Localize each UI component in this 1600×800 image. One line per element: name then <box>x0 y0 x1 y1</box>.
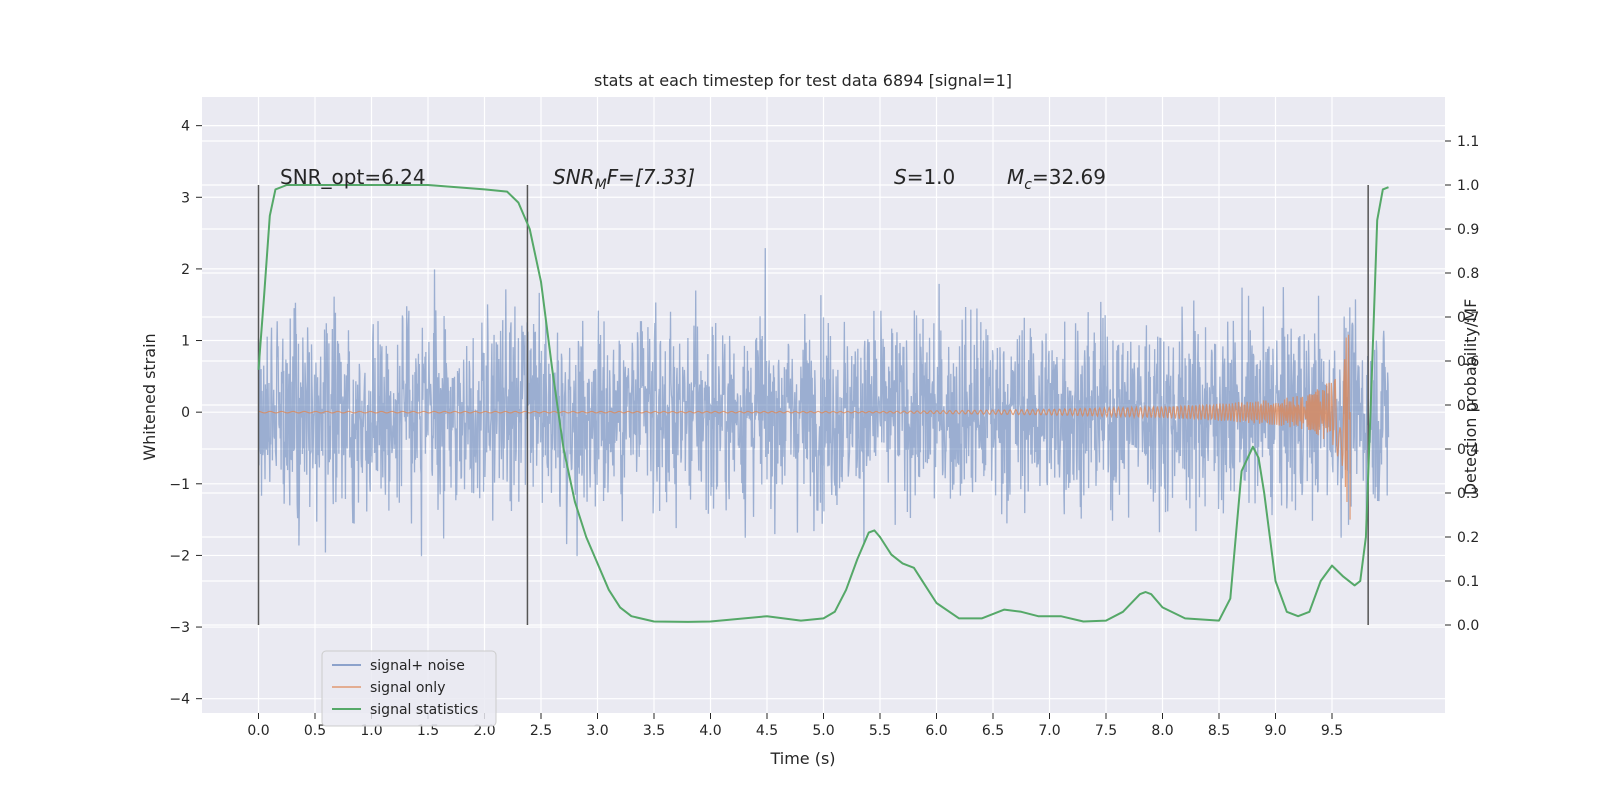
y-right-tick-label: 1.1 <box>1457 134 1479 150</box>
legend-box <box>321 650 497 727</box>
chart-title: stats at each timestep for test data 689… <box>594 71 1012 90</box>
y-axis-label: Whitened strain <box>140 333 159 460</box>
x-tick-label: 0.5 <box>304 723 326 739</box>
s-value: =1.0 <box>907 165 956 189</box>
y-right-tick-label: 0.6 <box>1457 354 1479 370</box>
legend: signal+ noise signal only signal statist… <box>321 650 497 727</box>
x-tick-label: 8.5 <box>1208 723 1230 739</box>
x-tick-label: 1.0 <box>360 723 382 739</box>
legend-label-signal-only: signal only <box>370 680 445 696</box>
x-tick-label: 3.5 <box>643 723 665 739</box>
mc-symbol: M <box>1007 165 1024 189</box>
y-right-tick-label: 0.3 <box>1457 486 1479 502</box>
x-tick-label: 2.5 <box>530 723 552 739</box>
x-tick-label: 6.0 <box>925 723 947 739</box>
y-right-tick-label: 0.5 <box>1457 398 1479 414</box>
snr-mf-subscript: M <box>595 177 607 193</box>
y-tick-label: −3 <box>169 620 190 636</box>
x-tick-label: 7.0 <box>1038 723 1060 739</box>
x-tick-label: 5.0 <box>812 723 834 739</box>
s-annotation: S=1.0 <box>894 165 955 189</box>
signal-only-line <box>258 334 1351 520</box>
y-right-tick-label: 0.8 <box>1457 266 1479 282</box>
x-tick-label: 6.5 <box>982 723 1004 739</box>
x-tick-label: 1.5 <box>417 723 439 739</box>
mc-value: =32.69 <box>1032 165 1106 189</box>
x-axis-label: Time (s) <box>769 749 835 768</box>
y-right-tick-label: 0.4 <box>1457 442 1479 458</box>
mc-subscript: c <box>1024 177 1032 193</box>
y-tick-label: 0 <box>181 405 190 421</box>
x-axis: 0.0 0.5 1.0 1.5 2.0 2.5 3.0 3.5 4.0 4.5 5.0 5.5 6.0 6… <box>247 713 1343 739</box>
x-tick-label: 2.0 <box>473 723 495 739</box>
legend-label-signal-noise: signal+ noise <box>370 658 465 674</box>
y-right-tick-label: 0.1 <box>1457 574 1479 590</box>
y-right-tick-label: 1.0 <box>1457 178 1479 194</box>
snr-opt-annotation: SNR_opt=6.24 <box>280 165 426 189</box>
legend-label-signal-statistics: signal statistics <box>370 702 478 718</box>
signal-statistics-line <box>257 184 1389 623</box>
x-tick-label: 8.0 <box>1151 723 1173 739</box>
y-axis-right: 1.1 1.0 0.9 0.8 0.7 0.6 0.5 0.4 0.3 0.2 0.1 0.0 <box>1445 134 1479 634</box>
y-tick-label: 2 <box>181 262 190 278</box>
snr-mf-value: F=[7.33] <box>607 165 695 189</box>
snr-mf-annotation: SNRMF=[7.33] <box>553 165 695 193</box>
x-tick-label: 0.0 <box>247 723 269 739</box>
y-tick-label: 4 <box>181 119 190 135</box>
x-tick-label: 3.0 <box>586 723 608 739</box>
x-tick-label: 5.5 <box>869 723 891 739</box>
y-tick-label: −1 <box>169 477 190 493</box>
y-axis-left: 4 3 2 1 0 −1 −2 −3 −4 <box>169 119 202 708</box>
y-right-tick-label: 0.7 <box>1457 310 1479 326</box>
x-tick-label: 4.5 <box>756 723 778 739</box>
x-tick-label: 9.0 <box>1264 723 1286 739</box>
x-tick-label: 9.5 <box>1321 723 1343 739</box>
snr-mf-symbol: SNR <box>553 165 595 189</box>
y-right-tick-label: 0.0 <box>1457 618 1479 634</box>
y-tick-label: 3 <box>181 190 190 206</box>
signal-only-series <box>258 334 1351 520</box>
y-right-tick-label: 0.2 <box>1457 530 1479 546</box>
x-tick-label: 7.5 <box>1095 723 1117 739</box>
vertical-markers <box>257 185 1369 625</box>
y-tick-label: −2 <box>169 548 190 564</box>
noise-line <box>257 248 1390 557</box>
x-tick-label: 4.0 <box>699 723 721 739</box>
mc-annotation: Mc=32.69 <box>1007 165 1106 193</box>
signal-statistics-series <box>257 184 1389 623</box>
noise-series <box>257 248 1390 557</box>
y-right-tick-label: 0.9 <box>1457 222 1479 238</box>
s-symbol: S <box>894 165 907 189</box>
y-tick-label: 1 <box>181 334 190 350</box>
y-tick-label: −4 <box>169 692 190 708</box>
y-axis-right-label: Detection probability/MF <box>1461 299 1480 496</box>
